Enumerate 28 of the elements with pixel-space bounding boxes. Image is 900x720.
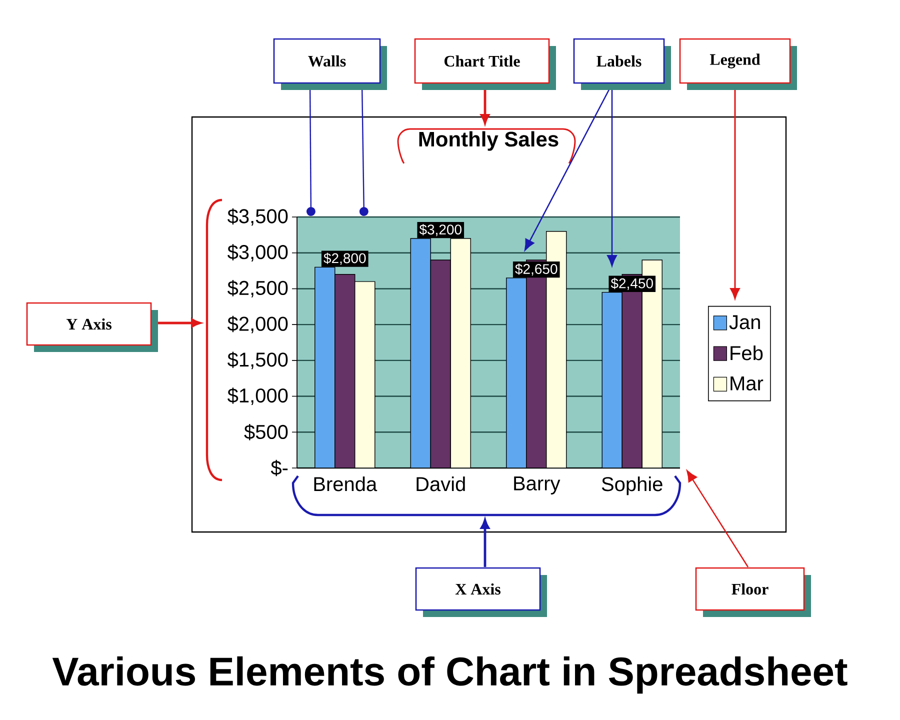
data-label: $2,650 [515,263,558,276]
y-tick-label: $- [270,460,288,476]
legend-label: Mar [730,376,764,390]
x-tick-label: Barry [514,476,560,494]
x-tick-label: Sophie [602,476,662,496]
x-tick-label: David [416,476,465,492]
y-tick-label: $2,500 [228,280,288,298]
text: Chart Title [444,55,520,67]
data-label: $2,450 [610,278,653,290]
y-tick-label: $2,000 [228,316,288,334]
y-tick-label: $500 [244,424,288,440]
data-label: $2,800 [324,252,366,265]
chart-title: Monthly Sales [419,131,558,151]
legend-label: Feb [730,346,763,360]
legend-label: Jan [729,315,760,330]
text: Labels [596,55,642,67]
y-tick-label: $1,000 [228,388,288,405]
y-tick-label: $3,000 [228,244,288,262]
x-tick-label: Brenda [314,476,378,492]
text: Walls [308,55,346,67]
text: Floor [732,583,768,595]
y-tick-label: $1,500 [228,352,288,370]
text: Y Axis [66,318,112,330]
text: Legend [710,54,760,68]
y-tick-label: $3,500 [228,208,288,226]
data-label: $3,200 [419,224,462,236]
text: Various Elements of Chart in Spreadsheet [52,656,848,694]
text: X Axis [455,583,500,595]
